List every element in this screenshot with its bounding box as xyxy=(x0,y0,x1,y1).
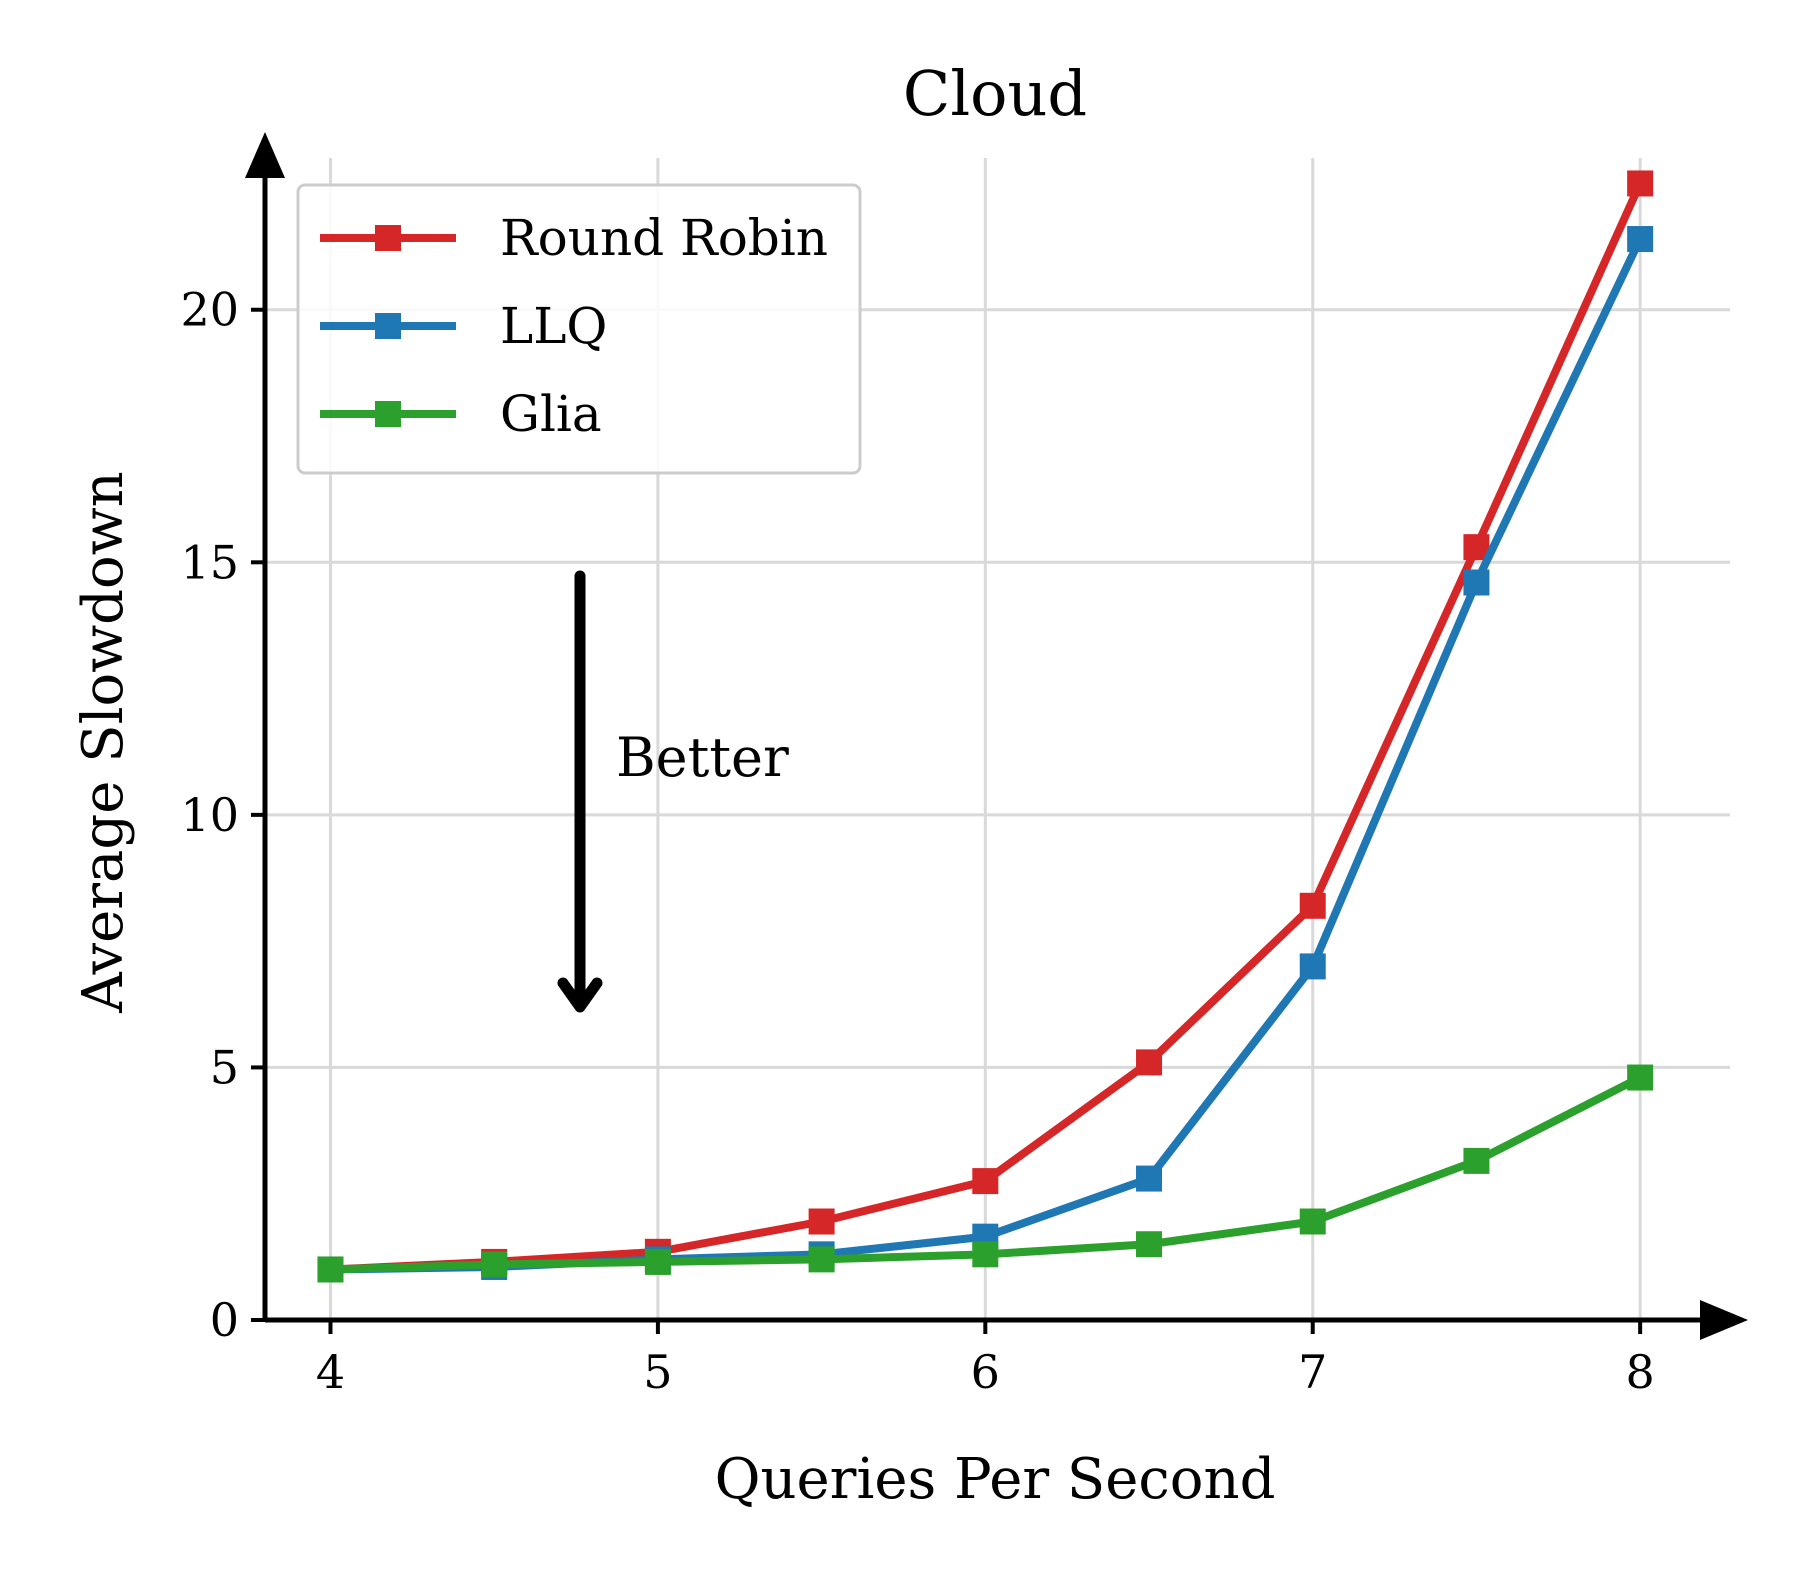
data-point-glia xyxy=(1299,1208,1326,1235)
better-annotation: Better xyxy=(557,570,789,1013)
data-point-glia xyxy=(1627,1064,1654,1091)
legend: Round Robin LLQ Glia xyxy=(296,183,862,475)
ticks: 4 5 6 7 8 0 5 10 15 20 xyxy=(180,283,1654,1399)
data-point-round-robin xyxy=(1627,170,1654,197)
better-label: Better xyxy=(616,726,789,789)
chart-title: Cloud xyxy=(903,57,1087,130)
legend-box xyxy=(296,183,862,475)
axes xyxy=(245,132,1748,1340)
x-axis-label: Queries Per Second xyxy=(715,1447,1276,1512)
x-tick-label: 4 xyxy=(316,1345,345,1399)
data-point-glia xyxy=(1136,1231,1163,1258)
legend-label: Round Robin xyxy=(500,209,828,267)
legend-swatch-marker xyxy=(375,313,401,339)
data-point-round-robin xyxy=(1299,892,1326,919)
x-tick-label: 8 xyxy=(1626,1345,1655,1399)
legend-item-round-robin: Round Robin xyxy=(320,209,828,267)
series-glia xyxy=(317,1064,1654,1283)
data-point-round-robin xyxy=(1136,1049,1163,1076)
x-tick-label: 5 xyxy=(643,1345,672,1399)
y-tick-label: 0 xyxy=(210,1293,239,1347)
data-point-glia xyxy=(481,1251,508,1278)
x-tick-label: 6 xyxy=(971,1345,1000,1399)
better-arrow-head xyxy=(557,977,603,1013)
y-tick-label: 15 xyxy=(180,535,239,589)
data-point-glia xyxy=(972,1241,999,1268)
data-point-glia xyxy=(644,1248,671,1275)
y-tick-label: 5 xyxy=(210,1040,239,1094)
series-group xyxy=(317,170,1654,1283)
data-point-llq xyxy=(1136,1165,1163,1192)
data-point-glia xyxy=(808,1246,835,1273)
legend-swatch-marker xyxy=(375,225,401,251)
y-tick-label: 20 xyxy=(180,283,239,337)
y-axis-arrowhead xyxy=(245,132,285,178)
data-point-round-robin xyxy=(808,1208,835,1235)
data-point-llq xyxy=(1627,226,1654,253)
legend-label: Glia xyxy=(500,385,602,443)
data-point-glia xyxy=(317,1256,344,1283)
legend-item-llq: LLQ xyxy=(320,297,607,355)
data-point-round-robin xyxy=(972,1168,999,1195)
legend-swatch-marker xyxy=(375,401,401,427)
y-tick-label: 10 xyxy=(180,788,239,842)
legend-item-glia: Glia xyxy=(320,385,602,443)
x-axis-arrowhead xyxy=(1700,1300,1748,1340)
data-point-llq xyxy=(1299,953,1326,980)
legend-label: LLQ xyxy=(500,297,607,355)
x-tick-label: 7 xyxy=(1298,1345,1327,1399)
data-point-glia xyxy=(1463,1147,1490,1174)
data-point-llq xyxy=(1463,569,1490,596)
y-axis-label: Average Slowdown xyxy=(71,471,136,1013)
